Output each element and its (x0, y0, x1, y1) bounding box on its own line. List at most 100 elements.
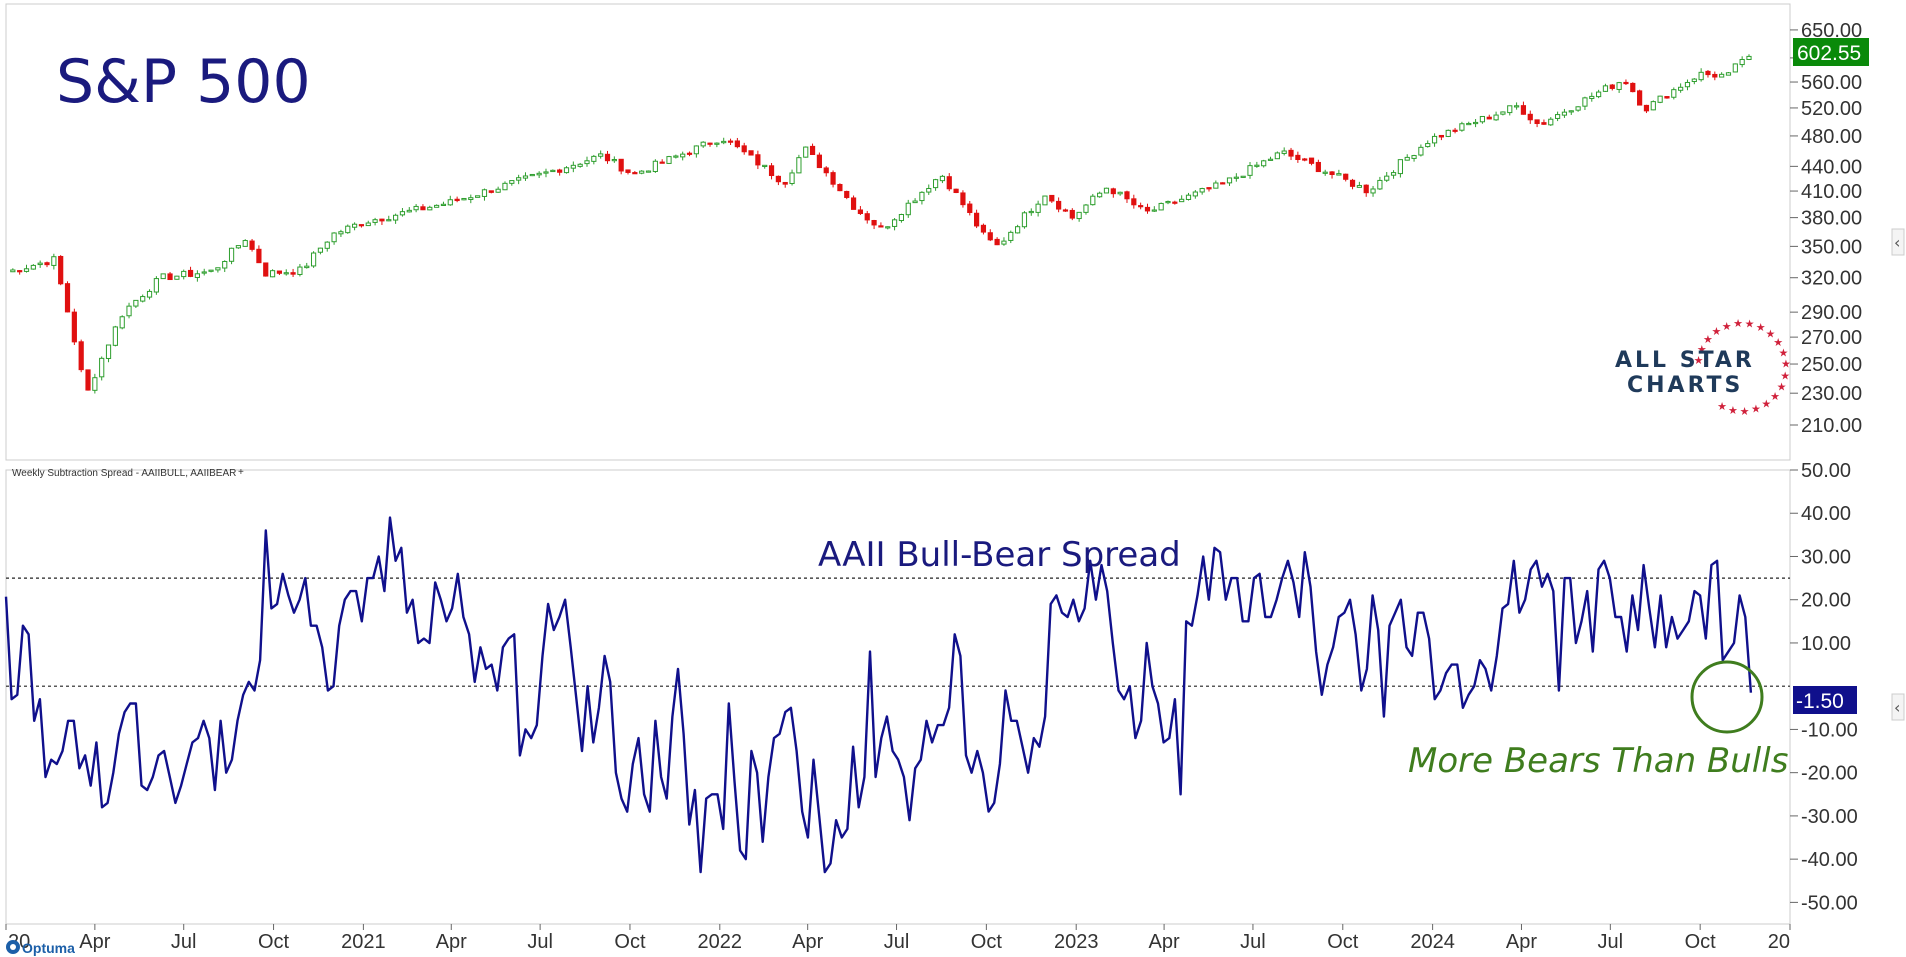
candle-down (249, 240, 255, 250)
candle-up (1466, 122, 1472, 126)
logo-star: ★ (1711, 326, 1721, 338)
candle-down (878, 225, 884, 228)
candle-up (338, 231, 344, 235)
candle-down (1049, 194, 1055, 202)
x-tick-label: Oct (258, 931, 290, 953)
candle-up (51, 256, 57, 266)
candle-down (775, 175, 781, 183)
candle-up (898, 214, 905, 222)
logo-star: ★ (1717, 401, 1727, 413)
spread-tick-label: 40.00 (1801, 503, 1851, 525)
candle-up (1719, 73, 1725, 78)
price-collapse-button[interactable] (1891, 228, 1905, 256)
candle-up (393, 214, 399, 221)
candle-up (112, 326, 118, 346)
candle-down (1637, 90, 1643, 106)
candle-up (133, 299, 139, 307)
candle-up (693, 145, 699, 155)
spread-collapse-button[interactable] (1891, 693, 1905, 721)
candle-up (1390, 172, 1397, 176)
candle-down (980, 224, 987, 233)
candle-up (345, 225, 351, 234)
logo-star: ★ (1697, 344, 1707, 356)
logo-line1: ALL STAR (1615, 348, 1755, 373)
candle-up (297, 266, 303, 275)
candle-up (194, 273, 200, 278)
candle-up (140, 296, 146, 302)
candle-up (208, 269, 214, 272)
plus-icon[interactable]: + (238, 467, 244, 478)
candle-down (1609, 84, 1615, 89)
candle-up (1015, 226, 1021, 234)
x-tick-label: Jul (884, 931, 910, 953)
candle-up (1418, 146, 1424, 156)
candle-up (1472, 121, 1479, 125)
candle-up (1732, 63, 1738, 73)
candle-down (1630, 82, 1636, 93)
candle-down (1363, 184, 1369, 194)
price-tick-label: 290.00 (1801, 302, 1862, 324)
candle-down (379, 218, 385, 222)
candle-down (1056, 200, 1062, 210)
chevron-left-icon: ‹ (1894, 233, 1900, 252)
candle-up (317, 247, 324, 253)
candle-up (1575, 106, 1581, 111)
candle-down (1288, 149, 1294, 157)
price-tick-label: 480.00 (1801, 126, 1862, 148)
candle-up (700, 141, 706, 147)
logo-star-ring-icon: ★★★★ ★ ★ ★ ★★★★★★★★★★★★★ (1694, 318, 1791, 418)
price-tick-label: 230.00 (1801, 383, 1862, 405)
candle-up (235, 245, 241, 249)
candle-up (1090, 195, 1096, 206)
candle-up (591, 155, 597, 162)
spread-panel (5, 469, 1791, 925)
candle-up (1568, 110, 1574, 113)
candle-up (1589, 95, 1595, 99)
candle-up (1117, 191, 1123, 195)
logo-star: ★ (1703, 334, 1713, 346)
candle-up (598, 153, 604, 157)
candle-down (1329, 171, 1335, 176)
candle-up (1725, 72, 1732, 76)
candle-up (1261, 160, 1267, 167)
candle-down (1220, 182, 1226, 185)
candle-down (58, 255, 64, 285)
candle-up (181, 270, 187, 278)
candle-up (1397, 159, 1403, 175)
candle-down (857, 209, 864, 214)
logo-star: ★ (1773, 337, 1783, 349)
candle-down (1308, 157, 1315, 164)
x-tick-label: Oct (1685, 931, 1717, 953)
candle-up (1370, 188, 1376, 194)
candle-down (734, 140, 740, 148)
candle-up (1602, 85, 1609, 92)
candle-down (358, 224, 365, 227)
candle-up (1507, 105, 1513, 114)
candle-up (105, 344, 112, 359)
candle-up (1684, 81, 1691, 88)
spread-tick-label: -10.00 (1801, 719, 1858, 741)
candle-down (864, 213, 870, 221)
candle-down (755, 154, 761, 166)
candle-up (1404, 156, 1410, 161)
candle-up (932, 179, 939, 189)
candle-up (721, 140, 727, 144)
candle-up (645, 170, 652, 173)
candle-down (960, 192, 966, 206)
candle-down (1534, 119, 1540, 124)
candle-down (256, 248, 262, 264)
candle-up (495, 188, 501, 193)
candle-up (1513, 105, 1520, 108)
spread-y-axis: 50.00 40.00 30.00 20.00 10.00 -10.00 -20.00 -30… (1790, 460, 1858, 914)
spread-last-value: -1.50 (1796, 690, 1844, 713)
candle-up (1240, 175, 1246, 178)
candle-up (1616, 82, 1622, 90)
candle-down (974, 212, 980, 227)
candle-up (23, 268, 30, 272)
candle-up (386, 219, 392, 222)
candle-up (1548, 118, 1554, 126)
candle-up (509, 180, 515, 184)
candle-up (639, 170, 645, 174)
candle-up (481, 189, 488, 197)
candle-up (119, 316, 125, 329)
